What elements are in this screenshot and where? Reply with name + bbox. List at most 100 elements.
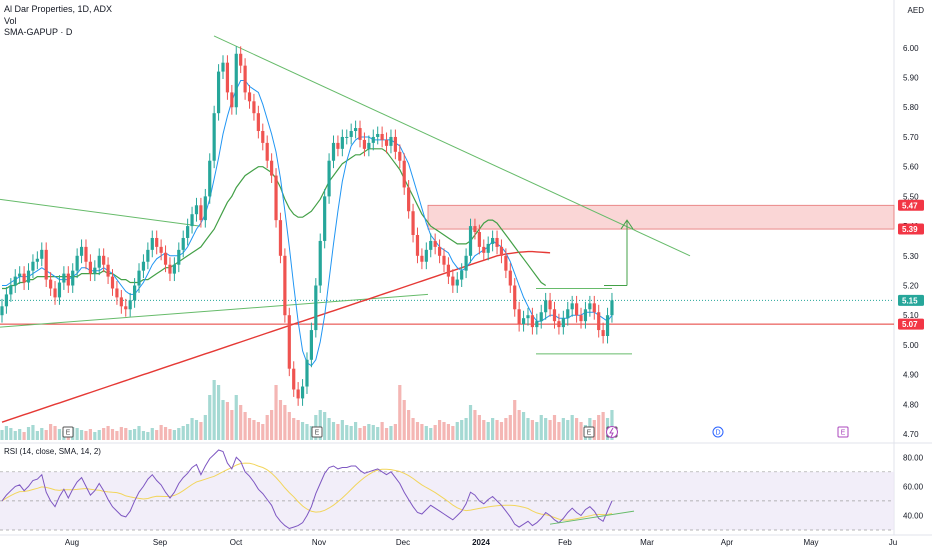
volume-bar (517, 410, 521, 440)
candle-body (133, 285, 137, 301)
volume-bar (106, 426, 110, 440)
rsi-trendline (549, 510, 635, 525)
candle-body (464, 255, 468, 271)
volume-bar (513, 400, 517, 440)
volume-bar (225, 402, 230, 440)
volume-bar (393, 424, 397, 440)
candle-body (168, 264, 172, 274)
volume-bar (495, 420, 499, 440)
volume-bar (128, 430, 132, 440)
candle-body (0, 306, 4, 316)
volume-bar (252, 420, 256, 440)
x-tick-label: Ju (889, 538, 897, 547)
volume-bar (239, 405, 243, 440)
candle-body (433, 240, 437, 247)
candle-body (177, 249, 181, 265)
candle-body (128, 300, 132, 310)
candle-body (181, 237, 185, 250)
candle-body (186, 226, 190, 238)
candle-body (93, 267, 97, 274)
dividend-marker (712, 426, 724, 438)
volume-bar (26, 427, 31, 440)
candle-body (345, 136, 349, 138)
candle-body (26, 270, 31, 283)
x-tick-label: Dec (396, 538, 410, 547)
candle-body (561, 318, 565, 328)
volume-bar (292, 418, 296, 440)
candle-body (221, 62, 225, 72)
candle-body (495, 237, 499, 247)
candle-body (79, 246, 84, 256)
x-tick-label: Nov (312, 538, 326, 547)
candle-body (539, 312, 543, 322)
volume-bar (384, 428, 389, 440)
volume-bar (433, 425, 437, 440)
y-tick-label: 5.10 (903, 311, 919, 320)
volume-bar (265, 415, 269, 440)
volume-bar (345, 425, 349, 440)
volume-bar (146, 432, 150, 440)
price-tag (898, 318, 924, 330)
candle-body (314, 285, 318, 331)
volume-bar (420, 424, 424, 440)
candle-body (97, 255, 101, 268)
candle-body (9, 285, 13, 295)
candle-body (468, 226, 473, 256)
volume-bar (75, 428, 79, 440)
candle-body (115, 288, 119, 298)
candle-body (234, 53, 238, 108)
volume-bar (575, 418, 579, 440)
flash-event-bolt-icon (609, 427, 614, 438)
y-tick-label: 5.60 (903, 163, 919, 172)
candle-body (473, 226, 477, 233)
earnings-marker-label: E (841, 430, 846, 437)
descending-trendline (213, 35, 691, 257)
volume-bar (323, 412, 327, 440)
candle-body (415, 235, 420, 256)
candle-body (53, 288, 57, 298)
candle-body (305, 359, 309, 387)
candle-body (270, 160, 274, 176)
volume-bar (57, 429, 62, 440)
volume-bar (499, 422, 504, 440)
volume-bar (544, 418, 548, 440)
candle-body (398, 151, 402, 161)
candle-body (110, 276, 115, 289)
candle-body (119, 297, 123, 307)
candle-body (521, 318, 526, 325)
candle-body (362, 139, 367, 149)
rsi-legend: RSI (14, close, SMA, 14, 2) (4, 447, 101, 456)
price-tag-label: 5.07 (902, 320, 918, 329)
candle-body (407, 187, 411, 212)
candle-body (393, 136, 397, 152)
candle-body (124, 306, 128, 310)
volume-bar (521, 412, 526, 440)
dividend-marker-label: D (715, 430, 720, 437)
volume-bar (79, 430, 84, 440)
price-tag (898, 294, 924, 306)
currency-label: AED (907, 6, 924, 15)
candle-body (583, 309, 588, 322)
candle-body (354, 128, 358, 132)
y-tick-label: 5.20 (903, 282, 919, 291)
candle-body (566, 309, 570, 319)
volume-bar (155, 430, 159, 440)
candle-body (172, 264, 176, 274)
candle-body (530, 315, 534, 328)
volume-bar (110, 429, 115, 440)
volume-bar (411, 418, 415, 440)
volume-bar (243, 412, 247, 440)
candle-body (477, 232, 481, 247)
rsi-tick-label: 80.00 (903, 453, 924, 462)
y-tick-label: 6.00 (903, 44, 919, 53)
volume-bar (283, 405, 287, 440)
candle-body (256, 113, 260, 132)
candle-body (88, 261, 92, 274)
volume-bar (287, 412, 291, 440)
volume-bar (579, 422, 583, 440)
volume-bar (561, 418, 565, 440)
volume-bar (354, 422, 358, 440)
y-tick-label: 5.00 (903, 341, 919, 350)
candle-body (367, 142, 371, 149)
